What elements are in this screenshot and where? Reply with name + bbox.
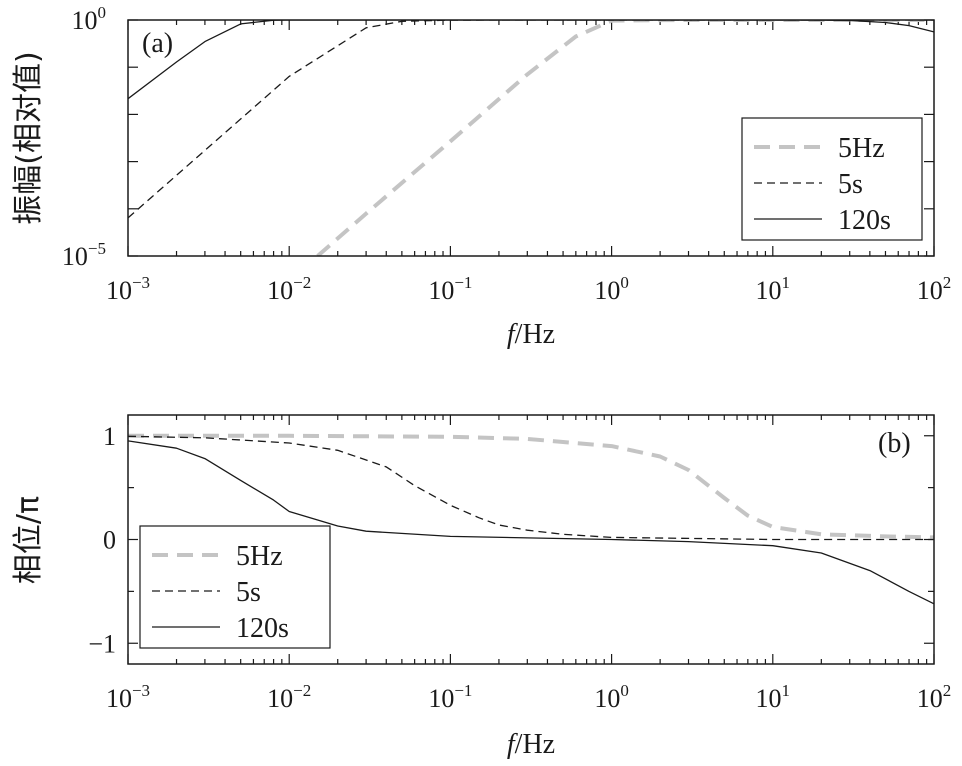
legend-label: 120s (838, 205, 891, 236)
legend: 5Hz 5s 120s (139, 525, 331, 649)
x-tick-label: 10−3 (106, 273, 150, 305)
panel-a-amplitude: (a) 10−3 10−2 10−1 100 101 102 10−5 100 f/Hz 振… (11, 3, 951, 350)
legend-label: 120s (236, 613, 289, 644)
y-tick-label: −1 (88, 629, 116, 658)
x-axis-label: f/Hz (507, 319, 555, 350)
legend-label: 5s (236, 577, 261, 608)
plot-area-frame (127, 414, 935, 665)
y-tick-label: 10−5 (62, 239, 106, 271)
x-tick-label: 100 (594, 681, 629, 713)
x-tick-label: 102 (917, 681, 952, 713)
x-tick-label: 101 (756, 273, 791, 305)
x-tick-label: 101 (756, 681, 791, 713)
y-tick-label: 100 (72, 3, 107, 35)
plot-area-frame (127, 19, 935, 257)
panel-label: (a) (142, 28, 173, 59)
y-tick-label: 0 (103, 526, 116, 555)
y-axis-label: 振幅(相对值) (11, 51, 46, 224)
x-tick-label: 10−2 (267, 681, 311, 713)
series-line-5s (128, 20, 934, 219)
x-tick-label: 100 (594, 273, 629, 305)
series-line-120s (128, 20, 934, 100)
legend-label: 5Hz (236, 541, 283, 572)
series-line-120s (128, 440, 934, 605)
panel-label: (b) (878, 428, 911, 459)
series-line-5s (128, 435, 934, 541)
y-tick-label: 1 (103, 422, 116, 451)
y-axis-label: 相位/π (11, 496, 46, 584)
x-tick-label: 10−3 (106, 681, 150, 713)
legend-label: 5s (838, 169, 863, 200)
legend-box (741, 117, 923, 241)
legend-label: 5Hz (838, 133, 885, 164)
legend-box (139, 525, 331, 649)
x-tick-label: 10−2 (267, 273, 311, 305)
series-line-5Hz (128, 433, 934, 540)
legend: 5Hz 5s 120s (741, 117, 923, 241)
panel-b-phase: (b) 10−3 10−2 10−1 100 101 102 10−1 f/Hz 相位/π… (11, 414, 952, 760)
x-axis-label: f/Hz (507, 729, 555, 760)
x-tick-label: 10−1 (428, 273, 472, 305)
x-tick-label: 10−1 (428, 681, 472, 713)
x-tick-label: 102 (917, 273, 952, 305)
